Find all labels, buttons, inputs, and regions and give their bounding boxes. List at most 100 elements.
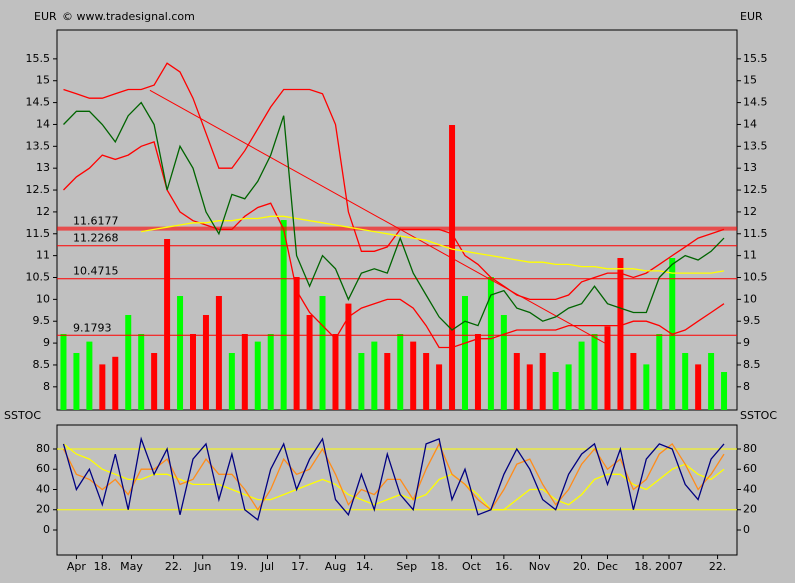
volume-bar (462, 296, 468, 410)
volume-bar (643, 364, 650, 410)
volume-bar (474, 334, 481, 410)
volume-bar (138, 334, 145, 410)
y-tick-label: 12 (36, 205, 50, 218)
x-tick-label: 16. (495, 560, 513, 573)
x-tick-label: 17. (291, 560, 309, 573)
series-line (63, 101, 725, 331)
x-tick-label: 18. (94, 560, 112, 573)
x-tick-label: Dec (597, 560, 618, 573)
volume-bar (397, 334, 404, 410)
series-line (62, 436, 725, 522)
y-tick-label: 8.5 (33, 358, 51, 371)
volume-bar (604, 326, 611, 410)
volume-bar (513, 353, 520, 410)
volume-bar (565, 364, 572, 410)
y-tick-label: 11.5 (743, 227, 768, 240)
y-tick-label: 40 (36, 482, 50, 495)
y-tick-label: 15.5 (26, 52, 51, 65)
y-tick-label: 15 (36, 74, 50, 87)
volume-bar (682, 353, 689, 410)
volume-bar (708, 353, 715, 410)
volume-bar (436, 364, 443, 410)
y-tick-label: 0 (743, 523, 750, 536)
volume-bar (202, 315, 209, 410)
x-tick-label: 19. (230, 560, 248, 573)
trend-line (149, 89, 606, 344)
volume-bar (371, 341, 378, 410)
y-tick-label: 12.5 (26, 183, 51, 196)
y-tick-label: 12 (743, 205, 757, 218)
x-tick-label: Jun (193, 560, 211, 573)
y-tick-label: 11.5 (26, 227, 51, 240)
y-tick-label: 13.5 (743, 139, 768, 152)
y-tick-label: 0 (43, 523, 50, 536)
volume-bar (578, 341, 585, 410)
volume-bar (228, 353, 235, 410)
volume-bar (500, 315, 507, 410)
volume-bar (280, 220, 287, 410)
volume-bar (241, 334, 248, 410)
volume-bar (60, 334, 67, 410)
y-tick-label: 20 (36, 503, 50, 516)
y-tick-label: 8 (743, 380, 750, 393)
volume-bar (293, 277, 300, 410)
volume-bar (384, 353, 391, 410)
unit-label: EUR (740, 10, 763, 23)
y-tick-label: 40 (743, 482, 757, 495)
y-tick-label: 11 (743, 249, 757, 262)
y-tick-label: 20 (743, 503, 757, 516)
x-tick-label: Aug (325, 560, 346, 573)
y-tick-label: 13 (743, 161, 757, 174)
plot-area (56, 29, 738, 411)
level-label: 11.2268 (73, 232, 119, 245)
volume-bar (695, 364, 702, 410)
volume-bar (267, 334, 274, 410)
volume-bar (721, 372, 728, 410)
y-tick-label: 14 (743, 117, 757, 130)
y-tick-label: 11 (36, 249, 50, 262)
volume-bar (73, 353, 80, 410)
volume-bar (630, 353, 637, 410)
x-tick-label: 18. (634, 560, 652, 573)
series-line (63, 141, 725, 349)
y-tick-label: 13 (36, 161, 50, 174)
volume-bar (591, 334, 598, 410)
plot-area (56, 424, 738, 556)
volume-bar (164, 239, 171, 410)
y-tick-label: 10.5 (743, 271, 768, 284)
y-tick-label: 15.5 (743, 52, 768, 65)
y-tick-label: 60 (36, 462, 50, 475)
y-tick-label: 14 (36, 117, 50, 130)
y-tick-label: 60 (743, 462, 757, 475)
volume-bar (345, 303, 352, 410)
x-tick-label: May (120, 560, 143, 573)
y-tick-label: 9.5 (743, 314, 761, 327)
volume-bar (190, 334, 196, 410)
y-tick-label: 14.5 (743, 96, 768, 109)
x-tick-label: 22. (165, 560, 183, 573)
x-tick-label: 20. (573, 560, 591, 573)
volume-bar (306, 315, 313, 410)
x-tick-label: Sep (396, 560, 417, 573)
volume-bar (539, 353, 546, 410)
y-tick-label: 8.5 (743, 358, 761, 371)
volume-bar (552, 372, 559, 410)
x-tick-label: 22. (709, 560, 727, 573)
y-tick-label: 10 (743, 292, 757, 305)
volume-bar (410, 341, 417, 410)
y-tick-label: 8 (43, 380, 50, 393)
y-tick-label: 9 (743, 336, 750, 349)
volume-bar (617, 258, 624, 410)
volume-bar (177, 296, 184, 410)
credit: © www.tradesignal.com (62, 10, 195, 23)
level-label: 9.1793 (73, 321, 112, 334)
y-tick-label: 9.5 (33, 314, 51, 327)
level-label: 10.4715 (73, 265, 119, 278)
y-tick-label: 15 (743, 74, 757, 87)
y-tick-label: 10.5 (26, 271, 51, 284)
x-tick-label: 18. (430, 560, 448, 573)
volume-bar (99, 364, 106, 410)
y-tick-label: 80 (743, 442, 757, 455)
